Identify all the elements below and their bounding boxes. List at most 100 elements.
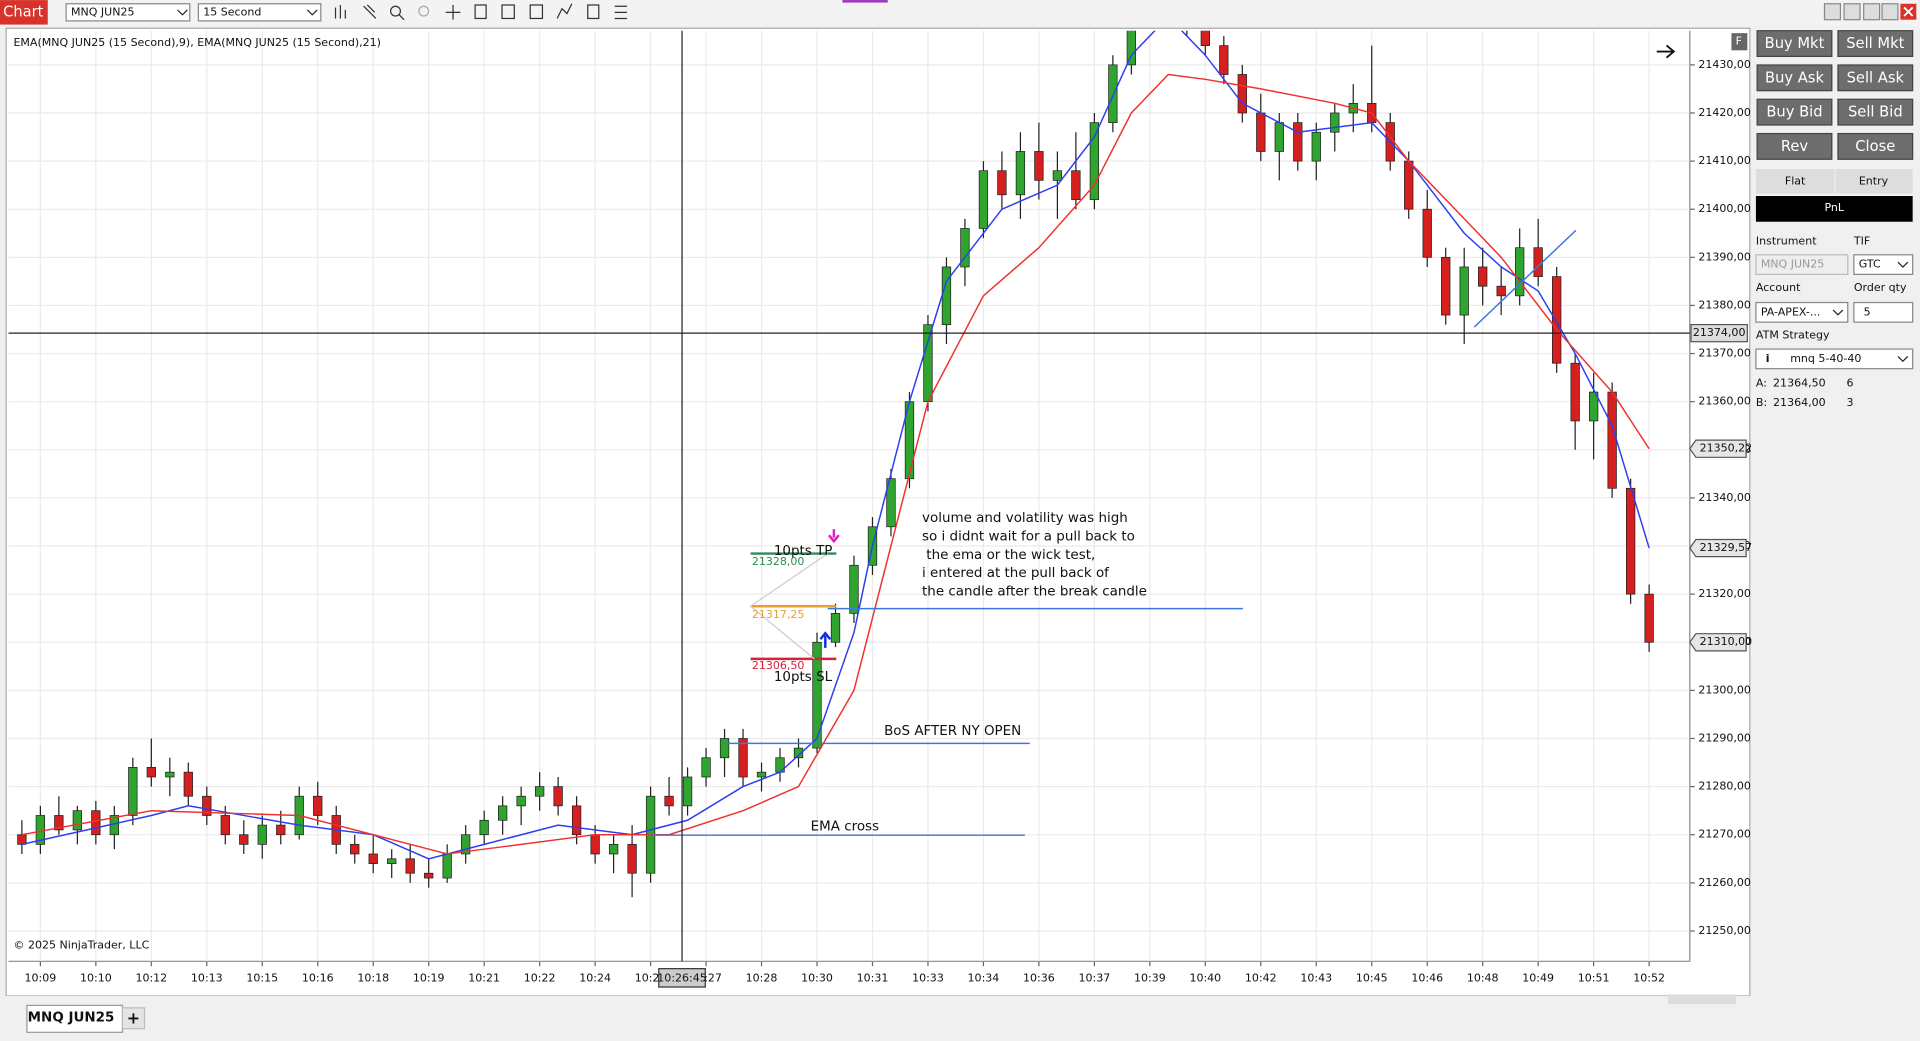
candle-body: [923, 324, 933, 403]
order-panel: Flat Entry PnL Instrument TIF MNQ JUN25 …: [1755, 30, 1914, 409]
candle-body: [1330, 112, 1340, 133]
order-button-label: Rev: [1781, 138, 1809, 155]
note-line: i entered at the pull back of: [922, 566, 1109, 581]
qty-value: 5: [1864, 305, 1871, 318]
x-tick-label: 10:34: [968, 971, 1000, 984]
f-button[interactable]: [1731, 33, 1748, 51]
x-tick-label: 10:15: [246, 971, 278, 984]
x-tick-label: 10:13: [191, 971, 223, 984]
window-buttons[interactable]: [1823, 3, 1917, 21]
order-button[interactable]: Sell Bid: [1837, 98, 1914, 126]
ask-price: 21364,50: [1773, 376, 1826, 389]
candle-body: [590, 834, 600, 855]
entry-tab[interactable]: [1835, 169, 1913, 194]
scroll-arrow[interactable]: [1656, 44, 1676, 59]
x-tick-label: 10:46: [1411, 971, 1443, 984]
x-tick-label: 10:52: [1633, 971, 1665, 984]
qty-field[interactable]: [1853, 301, 1914, 323]
tif-select[interactable]: [1853, 254, 1914, 275]
pnl-bar: [1755, 196, 1913, 222]
chart-tab[interactable]: [0, 0, 48, 25]
candle-body: [1552, 276, 1562, 364]
instrument-select[interactable]: [65, 3, 191, 22]
y-tick-label: 21420,00: [1698, 106, 1751, 119]
candle-body: [424, 872, 434, 879]
order-button-label: Buy Mkt: [1765, 35, 1825, 52]
candle-body: [1625, 487, 1636, 595]
instrument-field: [1755, 254, 1849, 275]
order-button-label: Sell Ask: [1847, 69, 1905, 86]
candle-body: [442, 853, 452, 879]
price-marker: [1689, 633, 1747, 652]
candle-body: [1200, 30, 1210, 46]
tab-bar: [6, 995, 1750, 1037]
order-button[interactable]: Buy Ask: [1756, 64, 1833, 92]
flat-tab[interactable]: [1755, 169, 1835, 194]
order-button[interactable]: Buy Mkt: [1756, 30, 1833, 58]
x-tick-label: 10:10: [80, 971, 112, 984]
candle-body: [183, 771, 193, 797]
atm-select[interactable]: [1755, 348, 1914, 370]
chart-tab-label: Chart: [3, 3, 44, 20]
crosshair-labels: 21374,00 10:26:45: [657, 323, 1748, 988]
annotation-text: volume and volatility was high so i didn…: [811, 511, 1147, 835]
crosshair-price: 21374,00: [1693, 326, 1746, 339]
field-label: Account: [1756, 281, 1801, 294]
candle-body: [738, 738, 748, 778]
candle-body: [1108, 64, 1118, 123]
x-tick-label: 10:51: [1578, 971, 1610, 984]
copyright: © 2025 NinjaTrader, LLC: [13, 938, 149, 951]
ema-line: [21, 73, 1650, 855]
candle-body: [257, 824, 267, 845]
order-button-bg: [1756, 30, 1833, 58]
dropdown-arrow: [306, 9, 318, 16]
candle-body: [165, 771, 175, 778]
candle-body: [1034, 151, 1044, 181]
atm-icon: i: [1766, 352, 1770, 365]
atm-value: mnq 5-40-40: [1790, 352, 1861, 365]
candle-body: [756, 771, 767, 778]
candle-body: [54, 815, 64, 831]
order-button-bg: [1756, 64, 1833, 92]
account-select[interactable]: [1755, 301, 1849, 323]
order-button-label: Buy Bid: [1766, 104, 1822, 121]
instrument-tab-label: MNQ JUN25: [28, 1011, 115, 1026]
candle-body: [72, 810, 83, 831]
add-tab[interactable]: [121, 1007, 146, 1030]
tp-name: 10pts TP: [774, 544, 833, 559]
candle-body: [146, 766, 156, 778]
candle-body: [350, 843, 360, 855]
order-button[interactable]: Close: [1837, 132, 1914, 160]
candle-body: [997, 170, 1007, 196]
x-tick-label: 10:43: [1300, 971, 1332, 984]
order-button[interactable]: Rev: [1756, 132, 1833, 160]
candle-body: [1089, 122, 1100, 200]
candle-body: [91, 810, 101, 836]
dropdown-arrow: [1897, 355, 1909, 363]
order-button[interactable]: Buy Bid: [1756, 98, 1833, 126]
candle-body: [1496, 285, 1506, 297]
candle-body: [1404, 160, 1414, 210]
dropdown-arrow: [1897, 261, 1909, 268]
order-button[interactable]: Sell Mkt: [1837, 30, 1914, 58]
ask-size: 6: [1847, 376, 1854, 389]
instrument-tab[interactable]: [26, 1004, 124, 1033]
ema-cross-label: EMA cross: [811, 820, 879, 835]
field-label: Instrument: [1756, 234, 1817, 247]
interval-select[interactable]: [197, 3, 322, 22]
candle-body: [1274, 122, 1284, 152]
toolbar-icons[interactable]: [334, 3, 627, 21]
y-tick-label: 21260,00: [1698, 876, 1751, 889]
field-label: Order qty: [1854, 281, 1907, 294]
grid: [8, 30, 1690, 962]
ask-prefix: A:: [1756, 376, 1767, 389]
x-tick-label: 10:16: [302, 971, 334, 984]
x-tick-label: 10:37: [1079, 971, 1111, 984]
instrument-value: MNQ JUN25: [71, 5, 135, 18]
order-button[interactable]: Sell Ask: [1837, 64, 1914, 92]
bid-price: 21364,00: [1773, 396, 1826, 409]
scrollbar[interactable]: [1667, 994, 1737, 1005]
order-button-bg: [1837, 30, 1914, 58]
candle-body: [516, 795, 526, 807]
